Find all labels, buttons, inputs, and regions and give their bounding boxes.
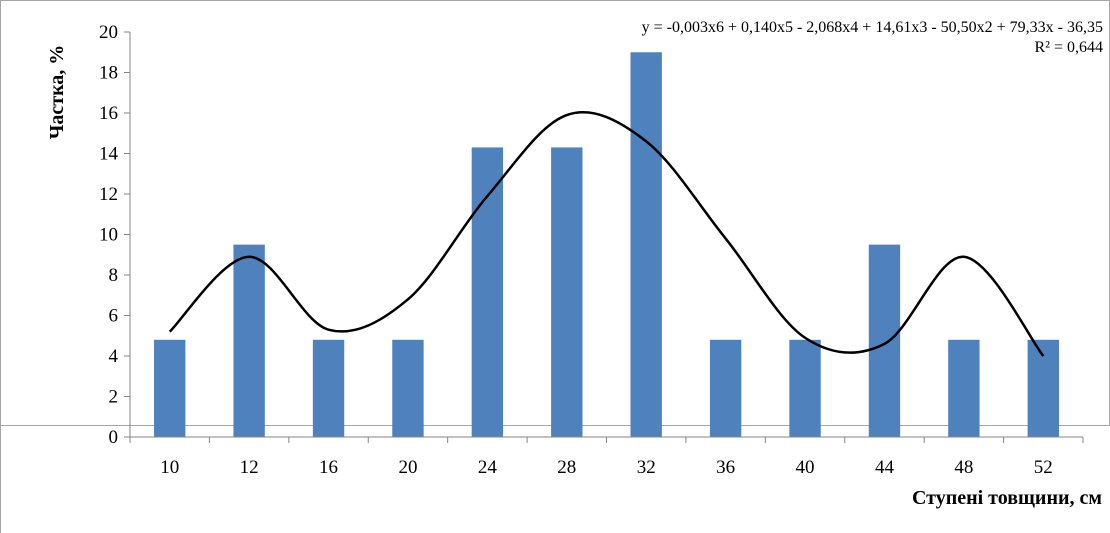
x-tick-label: 10: [160, 457, 179, 478]
x-tick-label: 16: [319, 457, 338, 478]
y-tick-label: 14: [99, 144, 119, 165]
bar-24: [471, 147, 504, 438]
bar-52: [1027, 339, 1059, 437]
x-tick-label: 52: [1034, 457, 1053, 478]
x-tick-label: 12: [240, 457, 259, 478]
y-tick-label: 16: [99, 103, 118, 124]
y-tick-label: 20: [99, 22, 118, 43]
bar-36: [709, 339, 742, 437]
y-tick-label: 18: [99, 63, 118, 84]
y-axis-label: Частка, %: [46, 45, 68, 140]
x-tick-label: 24: [478, 457, 498, 478]
bar-44: [868, 244, 901, 438]
x-ticks-group: 10 12 16 20 24 28 32 36 40 44 48 52: [129, 437, 1084, 478]
x-tick-label: 28: [557, 457, 576, 478]
y-tick-label: 12: [99, 184, 118, 205]
axes-group: [124, 32, 1083, 438]
y-tick-label: 10: [99, 225, 118, 246]
bar-20: [392, 339, 424, 437]
bar-10: [154, 339, 186, 437]
x-tick-label: 32: [637, 457, 656, 478]
bar-32: [630, 52, 662, 437]
x-tick-label: 40: [796, 457, 815, 478]
bars-group: [154, 52, 1059, 438]
bar-12: [233, 244, 265, 438]
bar-40: [789, 339, 821, 437]
y-tick-label: 6: [109, 306, 119, 327]
x-axis-label: Ступені товщини, см: [912, 487, 1102, 509]
bar-16: [312, 339, 345, 437]
x-tick-label: 20: [398, 457, 417, 478]
x-tick-label: 36: [716, 457, 735, 478]
x-tick-label: 44: [875, 457, 895, 478]
y-tick-label: 2: [109, 387, 119, 408]
y-tick-label: 4: [109, 346, 119, 367]
bar-28: [551, 147, 583, 438]
y-tick-label: 8: [109, 265, 119, 286]
y-ticks-group: 0 2 4 6 8 10 12 14 16 18 20: [99, 22, 130, 448]
x-tick-label: 48: [954, 457, 973, 478]
y-tick-label: 0: [109, 427, 119, 448]
trendline-equation: y = -0,003x6 + 0,140x5 - 2,068x4 + 14,61…: [642, 19, 1103, 36]
bar-48: [948, 339, 980, 437]
trendline-curve: [168, 111, 1045, 357]
trendline-r2: R² = 0,644: [1035, 39, 1104, 56]
